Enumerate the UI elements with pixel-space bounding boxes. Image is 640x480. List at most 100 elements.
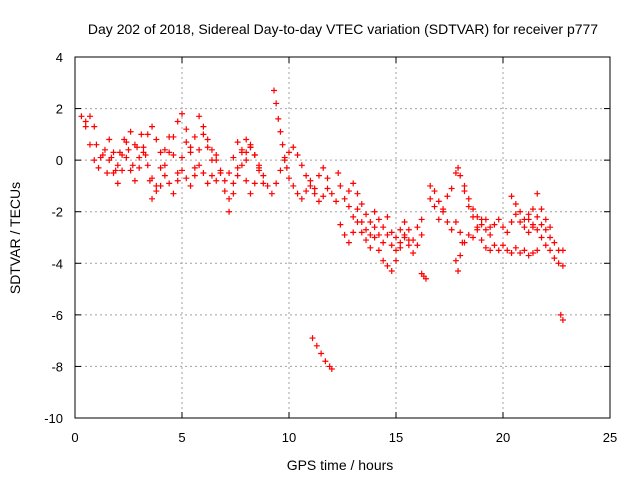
- data-point: [538, 234, 545, 241]
- x-axis-label: GPS time / hours: [287, 457, 394, 473]
- data-point: [311, 185, 318, 192]
- data-point: [525, 252, 532, 259]
- data-point: [260, 180, 267, 187]
- data-point: [508, 249, 515, 256]
- data-point: [127, 167, 134, 174]
- data-point: [129, 162, 136, 169]
- data-point: [512, 211, 519, 218]
- data-point: [243, 136, 250, 143]
- data-point: [290, 144, 297, 151]
- data-point: [313, 342, 320, 349]
- data-point: [183, 139, 190, 146]
- data-point: [315, 198, 322, 205]
- data-point: [230, 154, 237, 161]
- data-point: [324, 175, 331, 182]
- data-points: [78, 87, 566, 373]
- data-point: [328, 190, 335, 197]
- data-point: [127, 128, 134, 135]
- data-point: [435, 216, 442, 223]
- data-point: [208, 146, 215, 153]
- data-point: [279, 141, 286, 148]
- data-point: [226, 195, 233, 202]
- data-point: [491, 242, 498, 249]
- data-point: [431, 203, 438, 210]
- data-point: [247, 190, 254, 197]
- data-point: [157, 182, 164, 189]
- data-point: [179, 154, 185, 161]
- x-tick-label: 0: [71, 430, 78, 445]
- data-point: [273, 100, 280, 107]
- data-point: [243, 157, 250, 164]
- data-point: [512, 244, 519, 251]
- data-point: [551, 239, 558, 246]
- data-point: [149, 123, 156, 130]
- data-point: [491, 221, 498, 228]
- data-point: [183, 175, 190, 182]
- data-point: [251, 151, 258, 158]
- data-point: [140, 149, 147, 156]
- data-point: [465, 203, 472, 210]
- data-point: [290, 182, 297, 189]
- data-point: [264, 182, 271, 189]
- data-point: [234, 164, 241, 171]
- data-point: [487, 224, 494, 231]
- data-point: [106, 157, 113, 164]
- data-point: [358, 200, 365, 207]
- data-point: [161, 146, 168, 153]
- data-point: [153, 136, 160, 143]
- data-point: [557, 311, 564, 318]
- data-point: [161, 172, 168, 179]
- x-tick-label: 20: [496, 430, 510, 445]
- data-point: [138, 131, 145, 138]
- data-point: [119, 167, 126, 174]
- data-point: [455, 164, 462, 171]
- data-point: [500, 242, 506, 249]
- data-point: [309, 335, 316, 342]
- data-point: [221, 177, 228, 184]
- data-point: [286, 175, 292, 182]
- data-point: [525, 211, 532, 218]
- data-point: [136, 164, 143, 171]
- data-point: [384, 213, 391, 220]
- data-point: [367, 231, 374, 238]
- data-point: [208, 172, 215, 179]
- y-tick-label: -10: [44, 411, 63, 426]
- data-point: [230, 190, 237, 197]
- data-point: [422, 275, 429, 282]
- data-point: [82, 118, 89, 125]
- data-point: [140, 144, 147, 151]
- data-point: [461, 182, 468, 189]
- data-point: [200, 123, 207, 130]
- x-tick-label: 15: [389, 430, 403, 445]
- data-point: [538, 206, 545, 213]
- data-point: [495, 216, 502, 223]
- data-point: [418, 216, 425, 223]
- data-point: [457, 229, 464, 236]
- data-point: [101, 146, 108, 153]
- data-point: [367, 219, 374, 226]
- data-point: [410, 249, 417, 256]
- data-point: [388, 268, 395, 275]
- data-point: [238, 149, 245, 156]
- data-point: [371, 224, 378, 231]
- data-point: [283, 164, 290, 171]
- data-point: [307, 182, 314, 189]
- data-point: [452, 257, 459, 264]
- data-point: [196, 162, 203, 169]
- data-point: [230, 180, 237, 187]
- chart-title: Day 202 of 2018, Sidereal Day-to-day VTE…: [88, 21, 598, 37]
- data-point: [191, 172, 198, 179]
- data-point: [384, 231, 391, 238]
- data-point: [123, 154, 130, 161]
- data-point: [459, 239, 466, 246]
- data-point: [388, 242, 395, 249]
- y-axis-label: SDTVAR / TECUs: [7, 182, 23, 294]
- data-point: [431, 188, 438, 195]
- data-point: [457, 252, 464, 259]
- data-point: [337, 182, 344, 189]
- data-point: [478, 221, 485, 228]
- data-point: [551, 255, 558, 262]
- data-point: [95, 164, 102, 171]
